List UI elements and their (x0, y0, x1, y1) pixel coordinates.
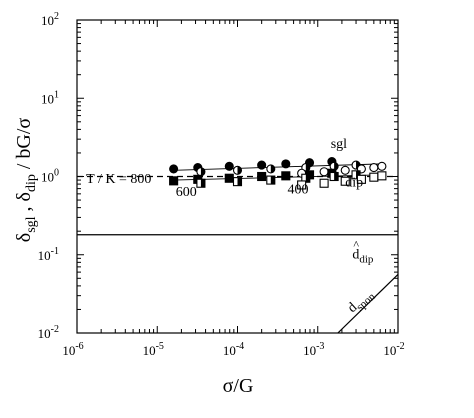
data-point-circle-open (377, 161, 387, 171)
axis-ticks (76, 20, 398, 334)
data-point-circle-filled (257, 160, 267, 170)
label-sgl: sgl (331, 137, 347, 152)
y-tick-label: 100 (41, 168, 59, 185)
data-point-circle-filled (224, 161, 234, 171)
x-tick-label: 10-5 (143, 341, 164, 358)
x-tick-label: 10-6 (62, 341, 83, 358)
data-point-circle-filled (169, 164, 179, 174)
data-point-circle-half (266, 164, 276, 174)
data-point-circle-open (340, 165, 350, 175)
x-tick-label: 10-3 (303, 341, 324, 358)
d-dip-label: ddip (352, 247, 374, 265)
data-point-square-open (297, 180, 307, 190)
y-tick-labels: 10-2 10-1 100 101 102 (38, 11, 59, 341)
data-point-square-open (356, 174, 366, 184)
x-axis-title: σ/G (223, 375, 254, 397)
y-axis-title-sub1: sgl (24, 216, 39, 232)
data-point-square-filled (169, 176, 179, 186)
data-point-square-open (369, 172, 379, 182)
data-point-square-open (340, 176, 350, 186)
data-point-square-filled (281, 171, 291, 181)
data-point-square-filled (224, 173, 234, 183)
label-dip: dip (345, 176, 363, 191)
temperature-label: T / K = 800 (86, 172, 151, 187)
data-point-square-half (266, 175, 276, 185)
data-point-square-half (232, 177, 243, 187)
y-tick-label: 101 (41, 89, 59, 106)
label-600: 600 (176, 185, 197, 200)
label-400: 400 (288, 182, 309, 197)
x-tick-label: 10-4 (223, 341, 244, 358)
y-tick-label: 10-2 (38, 324, 59, 341)
data-point-square-half (196, 178, 206, 188)
data-point-circle-half (196, 167, 206, 177)
y-axis-title-main: δ (13, 233, 35, 242)
data-points (169, 157, 387, 190)
x-tick-labels: 10-6 10-5 10-4 10-3 10-2 (62, 341, 404, 358)
data-point-square-filled (257, 171, 267, 182)
data-point-circle-filled (281, 159, 291, 169)
x-tick-label: 10-2 (383, 341, 404, 358)
y-axis-title-tail: / bG/σ (13, 118, 35, 175)
data-point-circle-open (369, 163, 379, 173)
dip-fit-line (173, 174, 382, 181)
sgl-fit-line (173, 163, 382, 171)
d-dip-hat: ^ (353, 237, 359, 251)
y-axis-title: δsgl , δdip / bG/σ (13, 118, 39, 243)
data-point-square-open (319, 178, 329, 188)
data-point-square-half (329, 171, 339, 182)
data-point-circle-open (319, 167, 329, 177)
data-point-square-open (377, 171, 387, 181)
d_spon-line (337, 274, 398, 333)
y-axis-title-sub2: dip (24, 174, 39, 192)
d-spon-label: dspon (345, 286, 378, 318)
data-point-circle-half (232, 165, 243, 175)
chart-lines (77, 163, 398, 333)
y-axis-title-sep: , δ (13, 192, 35, 216)
y-tick-label: 10-1 (38, 246, 59, 263)
y-tick-label: 102 (41, 11, 59, 28)
